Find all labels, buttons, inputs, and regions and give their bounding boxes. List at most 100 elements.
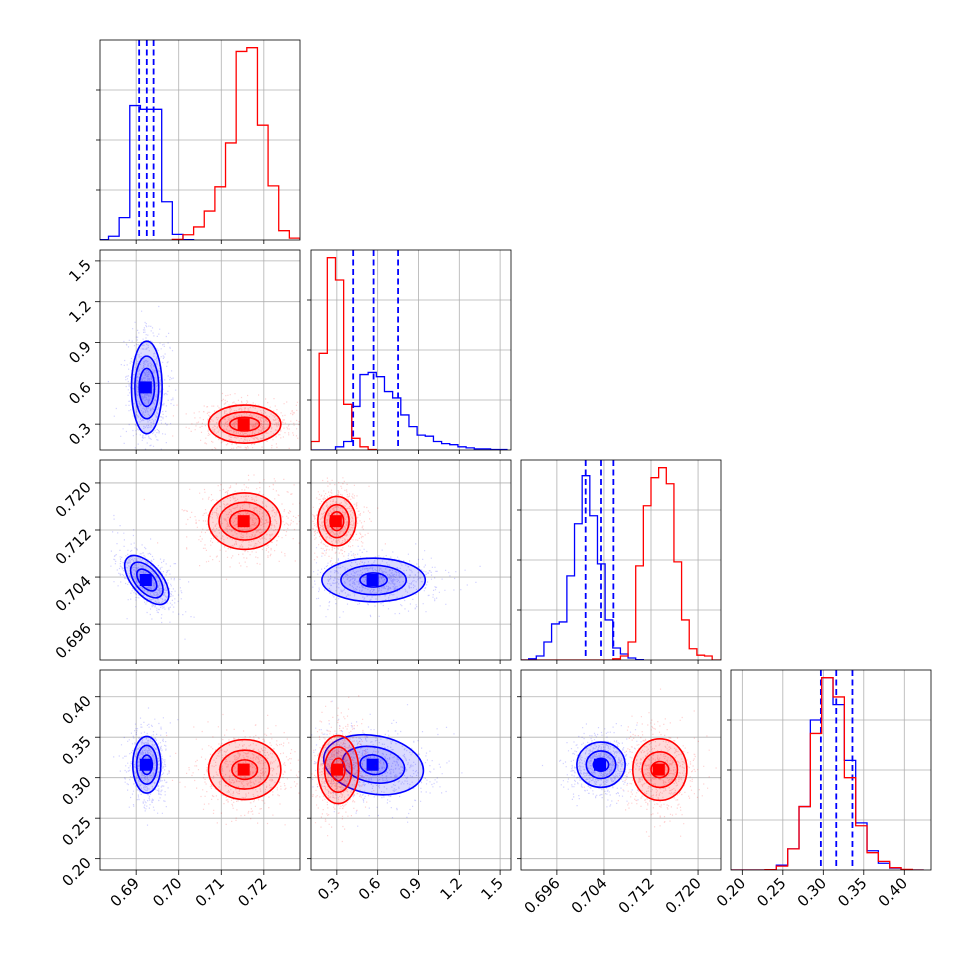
red-scatter-points — [172, 392, 300, 450]
red-histogram — [171, 47, 300, 240]
x-tick-label: 0.9 — [396, 874, 426, 904]
red-contour — [317, 495, 357, 547]
red-contour — [631, 738, 688, 802]
blue-contour — [359, 572, 388, 588]
x-tick-label: 0.72 — [234, 874, 270, 910]
blue-peak-bin — [594, 758, 606, 771]
red-peak-bin — [237, 763, 250, 776]
y-tick-label: 0.6 — [65, 378, 95, 408]
blue-contour — [134, 355, 160, 420]
y-tick-label: 0.40 — [58, 692, 94, 728]
x-tick-label: 0.25 — [753, 874, 789, 910]
panel-frame — [310, 249, 512, 451]
blue-contour — [340, 564, 408, 596]
red-histogram — [311, 257, 377, 450]
red-peak-bin — [329, 515, 342, 528]
x-tick-label: 0.712 — [615, 874, 658, 917]
panel-frame — [99, 459, 301, 661]
panel-frame — [520, 459, 722, 661]
blue-contour — [322, 733, 425, 796]
blue-contour — [130, 340, 163, 435]
y-tick-label: 0.30 — [58, 773, 94, 809]
y-tick-label: 0.20 — [58, 854, 94, 890]
red-contour — [228, 509, 261, 533]
red-contour — [231, 759, 259, 781]
x-tick-label: 0.3 — [314, 874, 344, 904]
panel-2d-3-4 — [521, 670, 721, 870]
y-tick-label: 1.2 — [65, 297, 95, 327]
panel-frame — [730, 669, 932, 871]
panel-frame — [99, 249, 301, 451]
x-tick-label: 0.20 — [713, 874, 749, 910]
panel-frame — [520, 669, 722, 871]
red-contour — [323, 746, 353, 794]
blue-peak-bin — [139, 758, 152, 771]
panel-hist-1 — [96, 39, 301, 241]
blue-contour — [359, 754, 388, 776]
blue-contour — [592, 757, 610, 773]
red-peak-bin — [652, 763, 665, 776]
red-contour — [207, 738, 282, 801]
blue-contour — [576, 741, 626, 789]
x-tick-label: 0.71 — [192, 874, 228, 910]
y-tick-label: 0.25 — [58, 813, 94, 849]
blue-histogram — [311, 371, 508, 450]
blue-peak-bin — [366, 758, 379, 771]
x-tick-label: 0.40 — [875, 874, 911, 910]
x-tick-label: 0.70 — [149, 874, 185, 910]
blue-contour — [585, 750, 617, 780]
blue-contour — [138, 367, 156, 408]
red-peak-bin — [331, 763, 344, 776]
x-tick-label: 0.30 — [794, 874, 830, 910]
x-tick-label: 1.5 — [477, 874, 507, 904]
y-tick-label: 0.35 — [58, 732, 94, 768]
x-tick-label: 0.69 — [107, 874, 143, 910]
y-tick-label: 0.712 — [52, 525, 95, 568]
blue-peak-bin — [139, 381, 152, 394]
blue-contour — [123, 554, 170, 606]
panel-2d-1-4 — [100, 670, 300, 870]
red-contour — [650, 760, 670, 779]
panel-2d-2-3 — [311, 460, 511, 660]
panel-frame — [310, 669, 512, 871]
panel-2d-2-4 — [311, 670, 511, 870]
panel-2d-1-3 — [100, 460, 300, 660]
panel-2d-1-2 — [100, 250, 300, 450]
panel-frame — [99, 39, 301, 241]
y-tick-label: 0.3 — [65, 419, 95, 449]
y-tick-label: 0.720 — [52, 478, 95, 521]
blue-contour — [135, 744, 158, 785]
x-tick-label: 0.720 — [662, 874, 705, 917]
red-contour — [207, 404, 282, 444]
x-tick-label: 1.2 — [437, 874, 467, 904]
red-contour — [641, 750, 679, 789]
x-tick-label: 0.696 — [521, 874, 564, 917]
red-peak-bin — [237, 418, 250, 431]
panel-frame — [99, 669, 301, 871]
red-contour — [218, 411, 272, 438]
red-scatter-points — [311, 477, 386, 573]
panel-hist-3 — [517, 459, 722, 661]
red-contour — [219, 749, 271, 790]
red-contour — [207, 492, 282, 551]
red-contour — [317, 734, 360, 805]
red-histogram — [731, 677, 924, 870]
x-tick-label: 0.6 — [355, 874, 385, 904]
blue-histogram — [100, 104, 195, 240]
red-histogram — [521, 467, 721, 660]
blue-contour — [131, 735, 162, 794]
blue-histogram — [521, 475, 645, 660]
red-contour — [323, 503, 350, 539]
red-scatter-points — [166, 713, 300, 826]
red-contour — [228, 416, 261, 432]
x-tick-label: 0.35 — [834, 874, 870, 910]
blue-histogram — [731, 677, 924, 870]
panel-hist-2 — [307, 249, 512, 451]
blue-peak-bin — [139, 574, 152, 586]
red-contour — [218, 501, 272, 541]
blue-peak-bin — [366, 574, 379, 586]
panel-hist-4 — [727, 669, 932, 871]
y-tick-label: 1.5 — [65, 256, 95, 286]
red-peak-bin — [237, 515, 250, 528]
